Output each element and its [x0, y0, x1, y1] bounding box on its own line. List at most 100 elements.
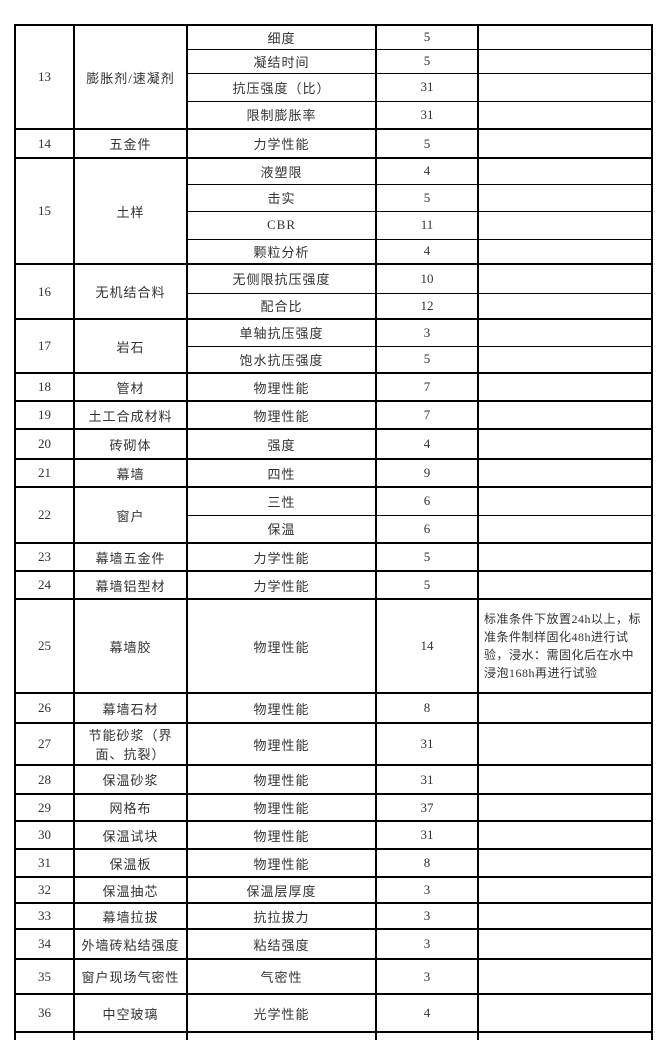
count-cell: 5 — [375, 570, 478, 599]
table-row: 17 岩石 单轴抗压强度 3 — [14, 318, 652, 373]
remark-cell — [477, 764, 652, 794]
test-item-cell: 配合比 — [186, 292, 376, 319]
material-cell: 膨胀剂/速凝剂 — [73, 24, 187, 129]
remark-cell — [477, 400, 652, 429]
count-cell: 8 — [375, 692, 478, 723]
table-row: 14 五金件 力学性能 5 — [14, 128, 652, 158]
material-cell: 外墙砖粘结强度 — [73, 928, 187, 959]
material-cell: 中空玻璃 — [73, 993, 187, 1032]
test-item-cell: 力学性能 — [186, 128, 376, 158]
count-cell: 9 — [375, 458, 478, 487]
row-number-cell: 17 — [14, 318, 74, 373]
table-row: 18 管材 物理性能 7 — [14, 372, 652, 401]
table-grid-stub — [477, 1031, 479, 1040]
count-cell: 14 — [375, 598, 478, 693]
remark-cell — [477, 793, 652, 821]
remark-cell — [477, 958, 652, 994]
table-row: 28 保温砂浆 物理性能 31 — [14, 764, 652, 794]
table-row: 13 膨胀剂/速凝剂 细度 5 — [14, 24, 652, 129]
remark-cell: 标准条件下放置24h以上，标准条件制样固化48h进行试验，浸水：需固化后在水中浸… — [477, 598, 652, 693]
remark-cell — [477, 458, 652, 487]
count-cell: 10 — [375, 263, 478, 293]
table-row: 23 幕墙五金件 力学性能 5 — [14, 542, 652, 571]
table-row: 21 幕墙 四性 9 — [14, 458, 652, 487]
remark-cell — [477, 128, 652, 158]
table-row: 34 外墙砖粘结强度 粘结强度 3 — [14, 928, 652, 959]
test-item-cell: 饱水抗压强度 — [186, 345, 376, 373]
test-item-cell: 力学性能 — [186, 542, 376, 571]
remark-cell — [477, 542, 652, 571]
count-cell: 37 — [375, 793, 478, 821]
count-cell: 3 — [375, 928, 478, 959]
count-cell: 5 — [375, 345, 478, 373]
table-row: 击实 5 — [15, 183, 652, 211]
material-cell: 保温抽芯 — [73, 876, 187, 903]
test-item-cell: 保温层厚度 — [186, 876, 376, 903]
remark-cell — [477, 48, 652, 73]
table-row: 26 幕墙石材 物理性能 8 — [14, 692, 652, 723]
test-item-cell: 物理性能 — [186, 598, 376, 693]
table-grid-stub — [73, 1031, 75, 1040]
remark-cell — [477, 292, 652, 319]
table-grid-stub — [651, 1031, 653, 1040]
remark-cell — [477, 692, 652, 723]
remark-cell — [477, 486, 652, 515]
test-item-cell: 强度 — [186, 428, 376, 459]
table-row: 凝结时间 5 — [15, 48, 652, 73]
test-item-cell: 气密性 — [186, 958, 376, 994]
row-number-cell: 20 — [14, 428, 74, 459]
row-number-cell: 28 — [14, 764, 74, 794]
test-item-cell: 限制膨胀率 — [186, 100, 376, 129]
count-cell: 5 — [375, 24, 478, 49]
count-cell: 31 — [375, 72, 478, 101]
count-cell: 6 — [375, 486, 478, 515]
remark-cell — [477, 722, 652, 765]
test-item-cell: 无侧限抗压强度 — [186, 263, 376, 293]
material-cell: 幕墙胶 — [73, 598, 187, 693]
material-cell: 幕墙 — [73, 458, 187, 487]
remark-cell — [477, 318, 652, 346]
test-item-cell: 物理性能 — [186, 692, 376, 723]
table-row: 24 幕墙铝型材 力学性能 5 — [14, 570, 652, 599]
material-cell: 土样 — [73, 157, 187, 264]
remark-cell — [477, 993, 652, 1032]
count-cell: 3 — [375, 902, 478, 929]
remark-cell — [477, 210, 652, 239]
count-cell: 5 — [375, 128, 478, 158]
test-item-cell: 颗粒分析 — [186, 238, 376, 264]
table-row: 19 土工合成材料 物理性能 7 — [14, 400, 652, 429]
test-item-cell: 力学性能 — [186, 570, 376, 599]
material-cell: 五金件 — [73, 128, 187, 158]
material-cell: 保温板 — [73, 848, 187, 877]
row-number-cell: 33 — [14, 902, 74, 929]
remark-cell — [477, 928, 652, 959]
remark-cell — [477, 820, 652, 849]
count-cell: 31 — [375, 722, 478, 765]
row-number-cell: 25 — [14, 598, 74, 693]
row-number-cell: 15 — [14, 157, 74, 264]
test-items-table: 13 膨胀剂/速凝剂 细度 5 凝结时间 5 抗压强度（比） 31 限制膨胀率 31 14 五金件 力学… — [14, 24, 653, 1033]
table-row: 20 砖砌体 强度 4 — [14, 428, 652, 459]
row-number-cell: 27 — [14, 722, 74, 765]
test-item-cell: 物理性能 — [186, 820, 376, 849]
table-row: 16 无机结合料 无侧限抗压强度 10 — [14, 263, 652, 319]
material-cell: 幕墙石材 — [73, 692, 187, 723]
count-cell: 5 — [375, 542, 478, 571]
material-cell: 窗户现场气密性 — [73, 958, 187, 994]
row-number-cell: 32 — [14, 876, 74, 903]
count-cell: 31 — [375, 100, 478, 129]
table-grid-stub — [186, 1031, 188, 1040]
table-row: 22 窗户 三性 6 — [14, 486, 652, 543]
material-cell: 岩石 — [73, 318, 187, 373]
material-cell: 幕墙铝型材 — [73, 570, 187, 599]
row-number-cell: 14 — [14, 128, 74, 158]
row-number-cell: 36 — [14, 993, 74, 1032]
table-row: 配合比 12 — [15, 292, 652, 319]
material-cell: 保温试块 — [73, 820, 187, 849]
row-number-cell: 30 — [14, 820, 74, 849]
remark-cell — [477, 848, 652, 877]
test-item-cell: 物理性能 — [186, 722, 376, 765]
test-item-cell: 四性 — [186, 458, 376, 487]
table-row: 31 保温板 物理性能 8 — [14, 848, 652, 877]
test-item-cell: 物理性能 — [186, 793, 376, 821]
